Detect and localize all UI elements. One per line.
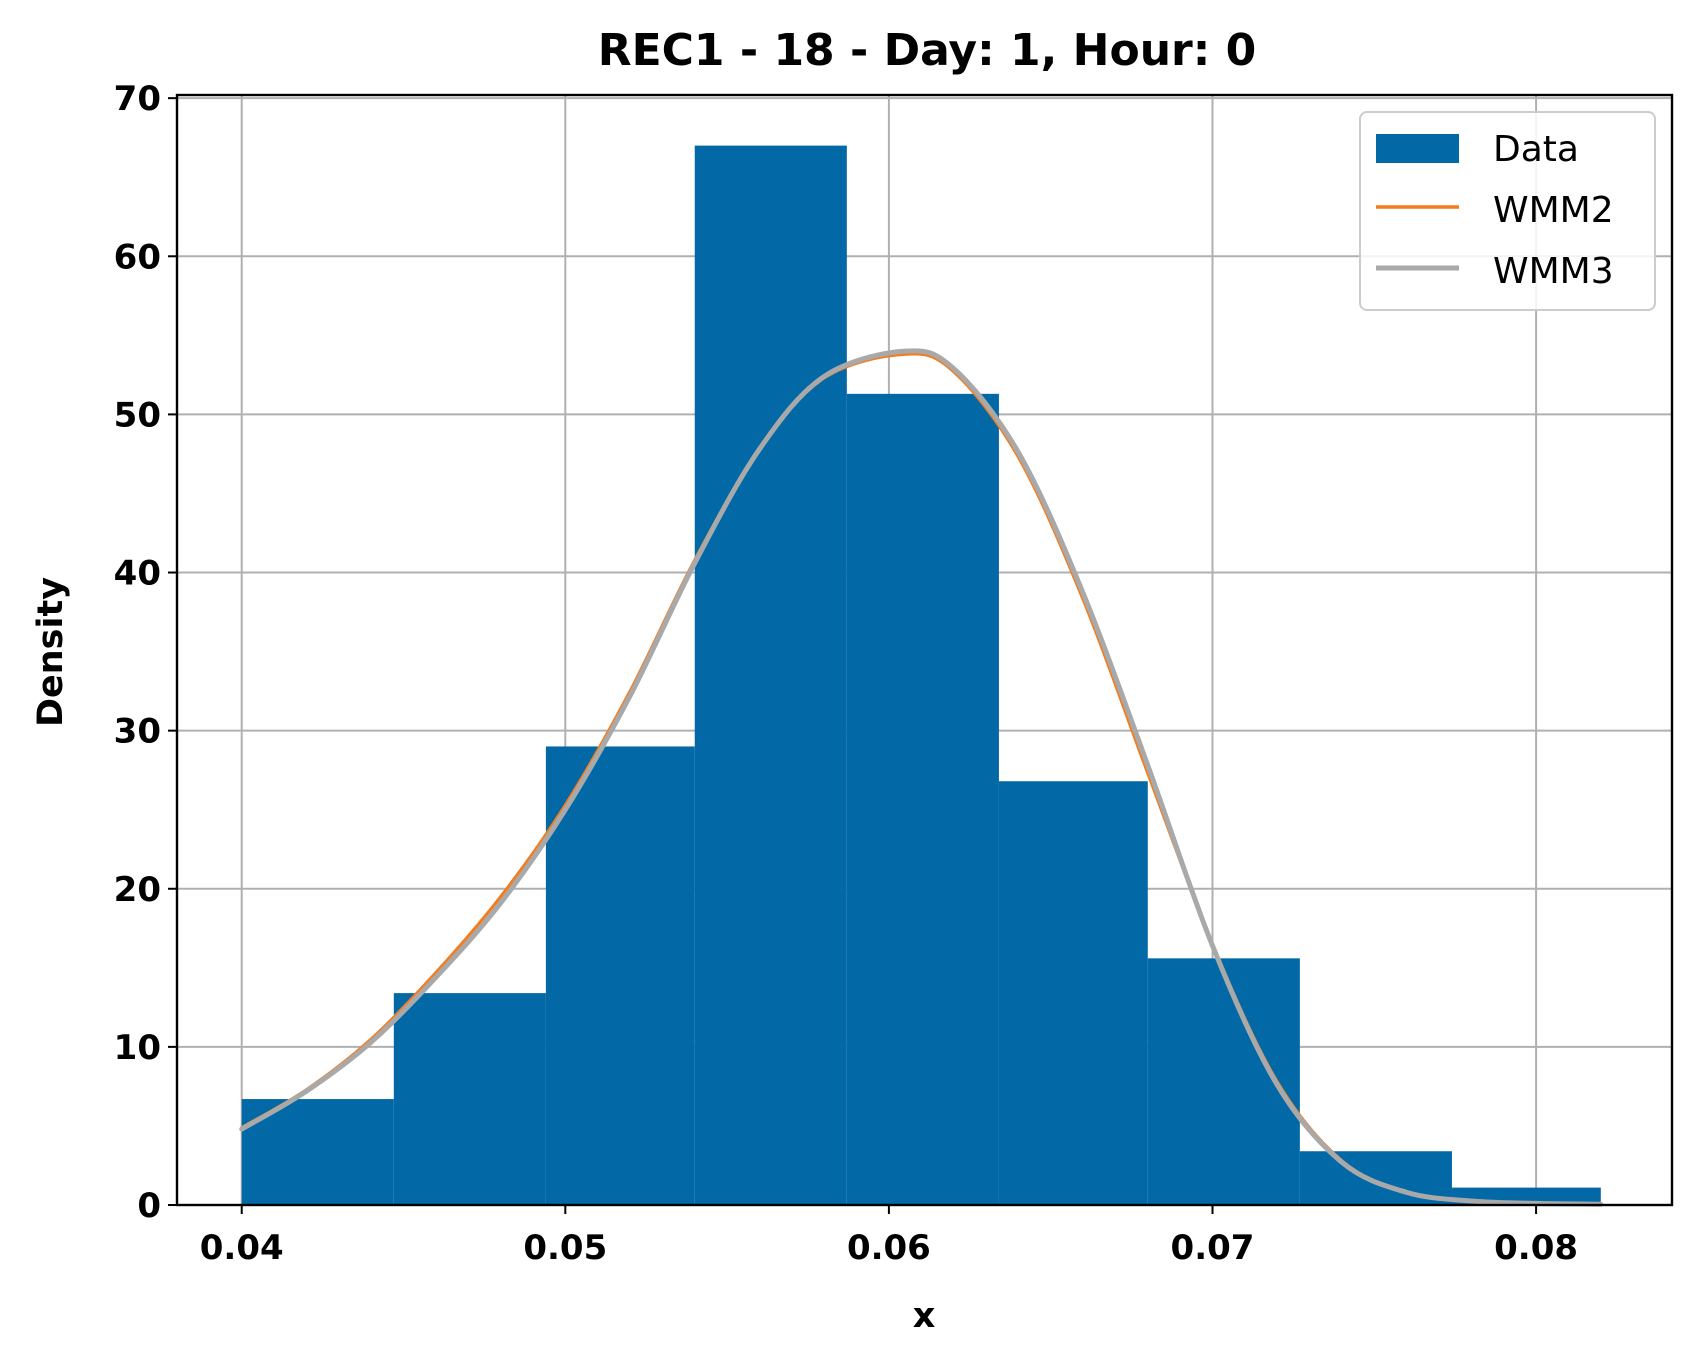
- x-tick-label-0: 0.04: [200, 1228, 284, 1268]
- chart-title: REC1 - 18 - Day: 1, Hour: 0: [598, 25, 1257, 76]
- histogram-bars: [241, 145, 1601, 1206]
- y-tick-label-0: 0: [137, 1186, 161, 1226]
- legend: Data WMM2 WMM3: [1359, 111, 1656, 311]
- histogram-bar-3: [694, 145, 847, 1206]
- y-tick-label-3: 30: [114, 712, 161, 752]
- legend-wmm3-label: WMM3: [1493, 251, 1614, 292]
- y-tick-label-5: 50: [114, 395, 161, 435]
- y-tick-label-6: 60: [114, 237, 161, 277]
- wmm3-line: [239, 348, 1604, 1207]
- legend-data-swatch: [1376, 134, 1459, 163]
- x-tick-label-4: 0.08: [1494, 1228, 1578, 1268]
- x-axis-label: x: [913, 1296, 936, 1336]
- y-tick-label-2: 20: [114, 870, 161, 910]
- legend-data-label: Data: [1493, 129, 1579, 170]
- plot-frame: [175, 93, 1674, 1207]
- histogram-bar-4: [846, 393, 999, 1205]
- x-axis-ticks: 0.04 0.05 0.06 0.07 0.08: [200, 1205, 1578, 1268]
- fit-lines: [239, 348, 1604, 1207]
- histogram-bar-1: [393, 993, 546, 1205]
- y-tick-label-1: 10: [114, 1028, 161, 1068]
- y-tick-label-4: 40: [114, 554, 161, 594]
- x-tick-label-2: 0.06: [847, 1228, 931, 1268]
- legend-wmm2-label: WMM2: [1493, 190, 1614, 231]
- y-axis-label: Density: [31, 577, 71, 727]
- histogram-bar-2: [545, 746, 695, 1205]
- x-tick-label-3: 0.07: [1171, 1228, 1255, 1268]
- histogram-bar-5: [998, 781, 1148, 1205]
- x-tick-label-1: 0.05: [523, 1228, 607, 1268]
- y-tick-label-7: 70: [114, 79, 161, 119]
- y-axis-ticks: 0 10 20 30 40 50 60 70: [114, 79, 177, 1226]
